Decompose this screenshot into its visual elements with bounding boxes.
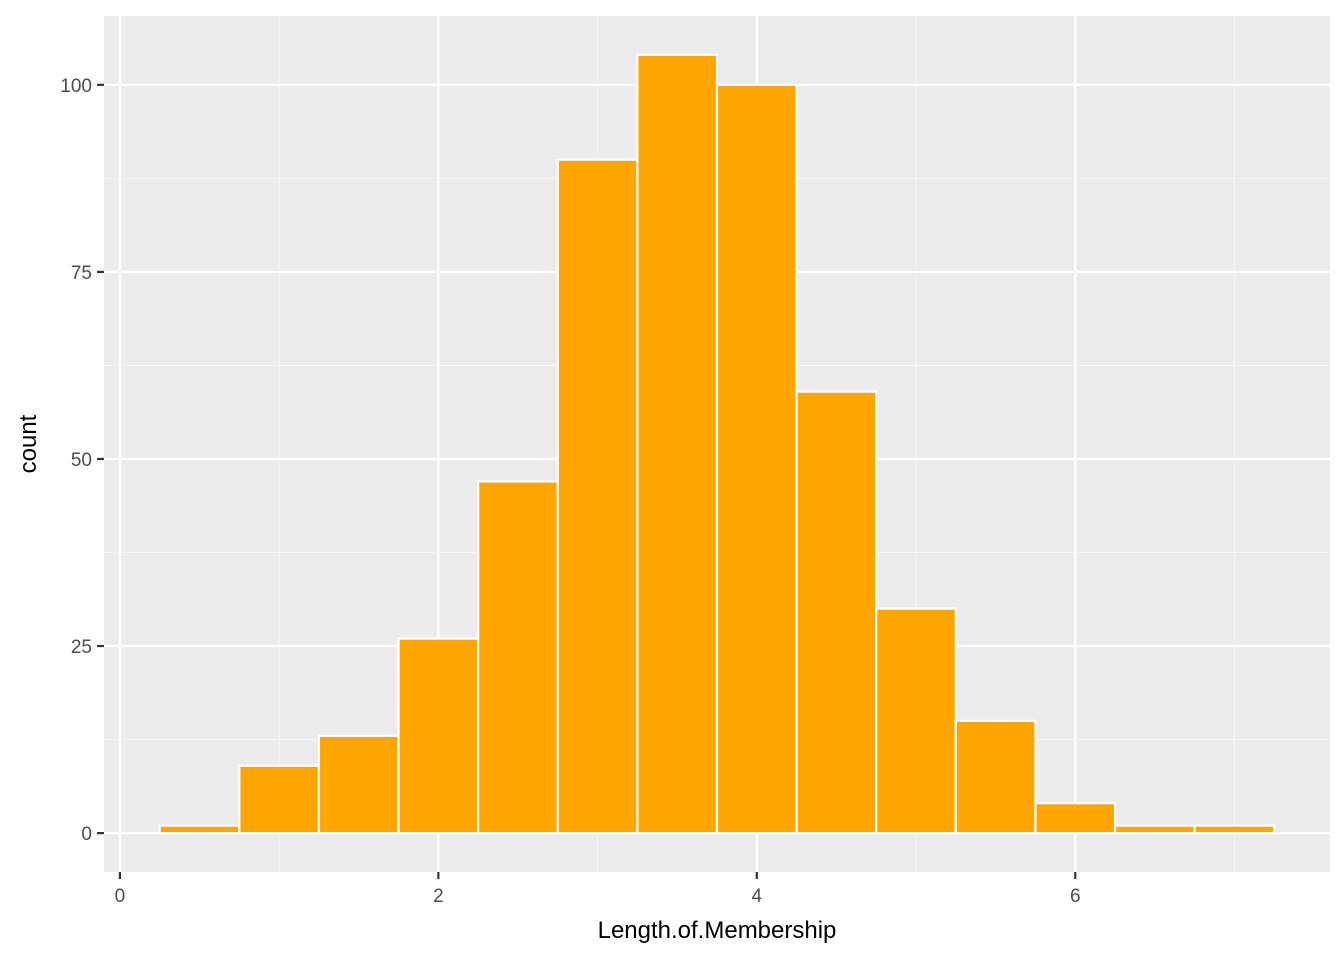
- x-tick-label: 0: [115, 886, 126, 907]
- histogram-bar: [397, 637, 480, 835]
- x-axis: 0 2 4 6: [115, 872, 1081, 907]
- histogram-bar: [556, 158, 639, 835]
- x-axis-title: Length.of.Membership: [598, 917, 837, 944]
- y-tick-label: 0: [81, 824, 92, 845]
- histogram-bar: [715, 83, 798, 835]
- y-axis-title: count: [15, 414, 42, 473]
- x-tick-label: 6: [1070, 886, 1081, 907]
- histogram-bar: [477, 480, 559, 835]
- histogram-bar: [158, 824, 241, 835]
- y-axis: 0 25 50 75 100: [60, 76, 104, 845]
- histogram-bar: [317, 734, 400, 835]
- y-tick-label: 50: [71, 450, 92, 471]
- histogram-bar: [795, 390, 878, 835]
- histogram-bar: [636, 53, 719, 835]
- histogram-bar: [1034, 802, 1117, 835]
- histogram-bar: [875, 607, 957, 835]
- histogram-bar: [954, 719, 1037, 835]
- histogram-bar: [238, 764, 321, 835]
- y-tick-label: 75: [71, 263, 92, 284]
- histogram-bar: [1113, 824, 1196, 835]
- histogram-bar: [1193, 824, 1276, 835]
- x-tick-label: 4: [752, 886, 763, 907]
- x-tick-label: 2: [433, 886, 444, 907]
- y-tick-label: 100: [60, 76, 92, 97]
- histogram-bars: [158, 53, 1276, 835]
- y-tick-label: 25: [71, 637, 92, 658]
